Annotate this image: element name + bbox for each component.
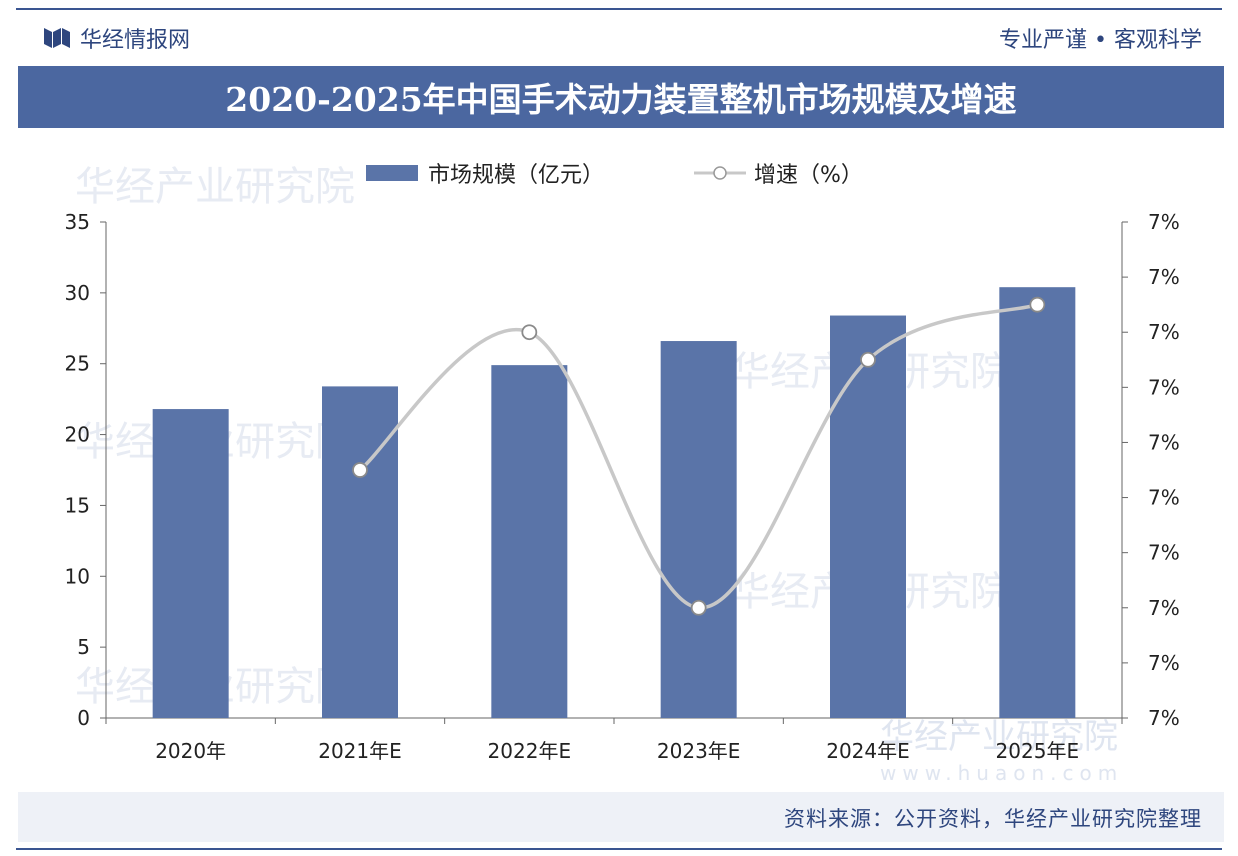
y-left-tick-label: 20 [65,423,90,447]
growth-point [860,351,876,368]
y-right-tick-label: 7% [1148,706,1180,730]
legend-line-label: 增速（%） [754,163,863,188]
brand-logo-icon [44,28,70,48]
bar [491,365,568,718]
growth-point [521,324,538,341]
source-bar: 资料来源：公开资料，华经产业研究院整理 [18,792,1224,842]
growth-point [1029,296,1046,313]
x-axis-labels: 2020年 2021年E 2022年E 2023年E 2024年E 2025年E [155,739,1079,763]
y-left-tick-label: 5 [77,635,90,659]
y-left-tick-label: 15 [65,493,90,517]
y-left-tick-label: 35 [65,210,90,234]
y-left-tick-label: 10 [65,564,90,588]
brand: 华经情报网 [44,22,190,54]
growth-line [352,296,1046,616]
growth-line-path [358,303,1038,610]
y-right-tick-label: 7% [1148,651,1180,675]
y-left-tick-label: 25 [65,352,90,376]
title-bar: 2020-2025年中国手术动力装置整机市场规模及增速 [18,66,1224,128]
y-right-tick-label: 7% [1148,486,1180,510]
x-tick-label: 2022年E [488,739,572,763]
legend-bar-swatch [366,165,418,181]
source-note: 资料来源：公开资料，华经产业研究院整理 [784,807,1202,831]
x-tick-label: 2020年 [155,739,226,763]
growth-point [352,462,368,478]
legend-line-marker [713,166,727,180]
x-tick-label: 2023年E [657,739,741,763]
y-right-tick-label: 7% [1148,430,1180,454]
axes: 0 5 10 15 20 25 30 35 7% 7% 7% 7% 7% 7% 7% 7% 7% 7% [65,210,1180,730]
x-tick-label: 2021年E [318,739,402,763]
bar [830,315,906,718]
y-right-tick-label: 7% [1148,375,1180,399]
watermark-layer: 华经产业研究院华经产业研究院华经产业研究院华经产业研究院华经产业研究院华经产业研… [75,164,1123,785]
y-right-tick-label: 7% [1148,596,1180,620]
watermark-url: www.huaon.com [880,761,1123,785]
x-tick-label: 2024年E [826,739,910,763]
legend: 市场规模（亿元） 增速（%） [366,163,863,188]
bars [152,287,1076,718]
y-right-tick-label: 7% [1148,320,1180,344]
watermark-text: 华经产业研究院 [880,717,1118,757]
x-tick-label: 2025年E [996,739,1080,763]
brand-name: 华经情报网 [80,28,191,53]
y-right-tick-label: 7% [1148,210,1180,234]
top-rule [16,8,1222,10]
bar [322,386,398,718]
y-right-tick-label: 7% [1148,265,1180,289]
bar [660,341,737,718]
bar [999,287,1076,718]
watermark-text: 华经产业研究院 [75,164,355,210]
bottom-rule [16,848,1222,850]
y-left-tick-label: 30 [65,281,90,305]
y-left-tick-label: 0 [77,706,90,730]
growth-point [690,599,707,616]
y-right-tick-label: 7% [1148,541,1180,565]
chart-title: 2020-2025年中国手术动力装置整机市场规模及增速 [225,80,1017,119]
legend-bar-label: 市场规模（亿元） [428,163,604,188]
slogan: 专业严谨 • 客观科学 [999,28,1202,53]
bar [152,409,229,718]
